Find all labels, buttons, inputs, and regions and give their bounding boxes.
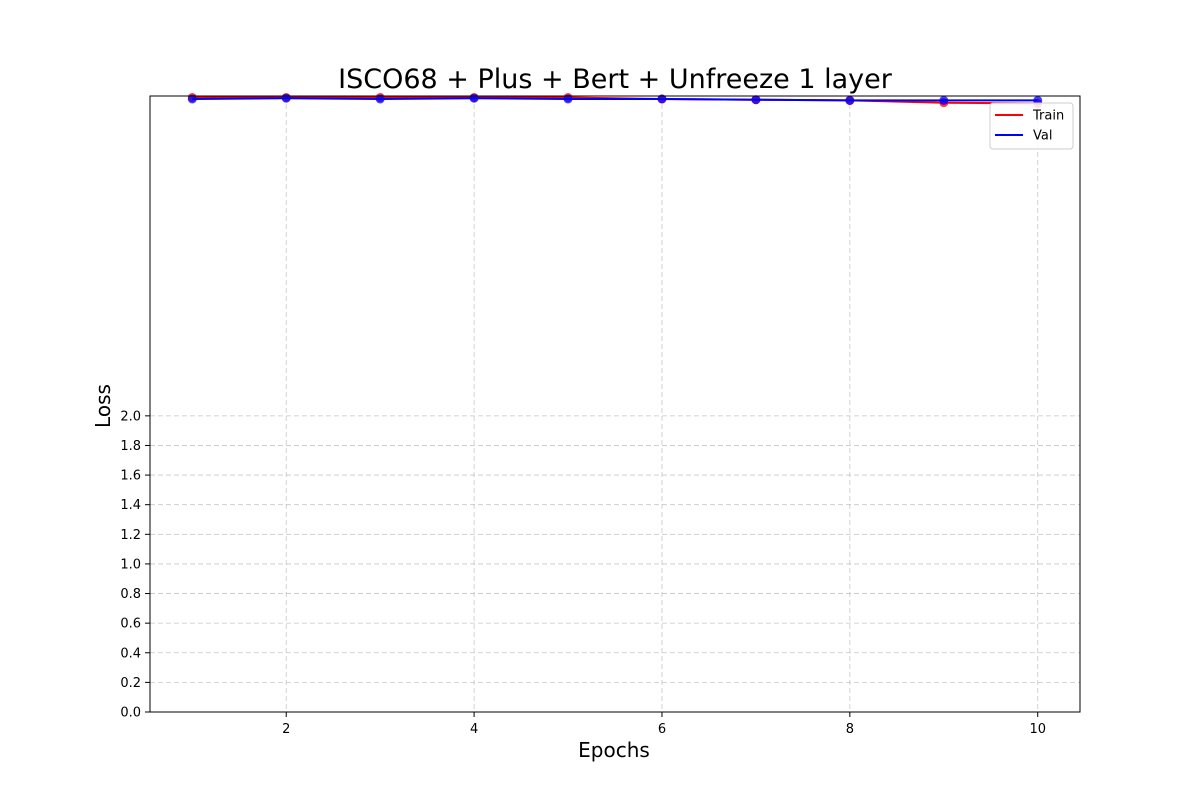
y-tick-label: 1.6 [120, 469, 141, 484]
data-point-val [469, 93, 479, 103]
ticks: 2 4 6 8 10 0.0 0.2 0.4 0.6 0.8 1.0 1.2 1.4 1.6 1.8 2.0 [120, 409, 1046, 737]
x-tick-label: 6 [658, 722, 666, 737]
y-tick-label: 0.0 [120, 706, 141, 721]
x-tick-label: 10 [1029, 722, 1046, 737]
y-tick-label: 0.8 [120, 587, 141, 602]
data-point-val [657, 94, 667, 104]
plot-frame [149, 95, 1081, 713]
x-tick-label: 2 [282, 722, 290, 737]
y-axis-label: Loss [91, 384, 115, 428]
y-tick-label: 2.0 [120, 409, 141, 424]
y-tick-label: 0.6 [120, 617, 141, 632]
x-axis-label: Epochs [578, 738, 650, 762]
legend-label-train: Train [1032, 109, 1064, 124]
y-tick-label: 0.4 [120, 646, 141, 661]
chart-title: ISCO68 + Plus + Bert + Unfreeze 1 layer [338, 64, 893, 95]
y-tick-label: 1.4 [120, 498, 141, 513]
y-tick-label: 1.8 [120, 439, 141, 454]
series-line-val [192, 97, 1038, 102]
legend: Train Val [989, 102, 1074, 150]
x-tick-label: 8 [846, 722, 854, 737]
data-point-val [281, 93, 291, 103]
data-point-val [375, 94, 385, 104]
data-point-val [939, 95, 949, 105]
data-point-val [751, 95, 761, 105]
x-tick-label: 4 [470, 722, 478, 737]
y-tick-label: 1.0 [120, 557, 141, 572]
legend-label-val: Val [1033, 129, 1052, 144]
data-point-val [563, 94, 573, 104]
y-tick-label: 1.2 [120, 528, 141, 543]
data-point-val [845, 95, 855, 105]
y-tick-label: 0.2 [120, 676, 141, 691]
grid [150, 96, 1080, 713]
data-point-val [187, 94, 197, 104]
